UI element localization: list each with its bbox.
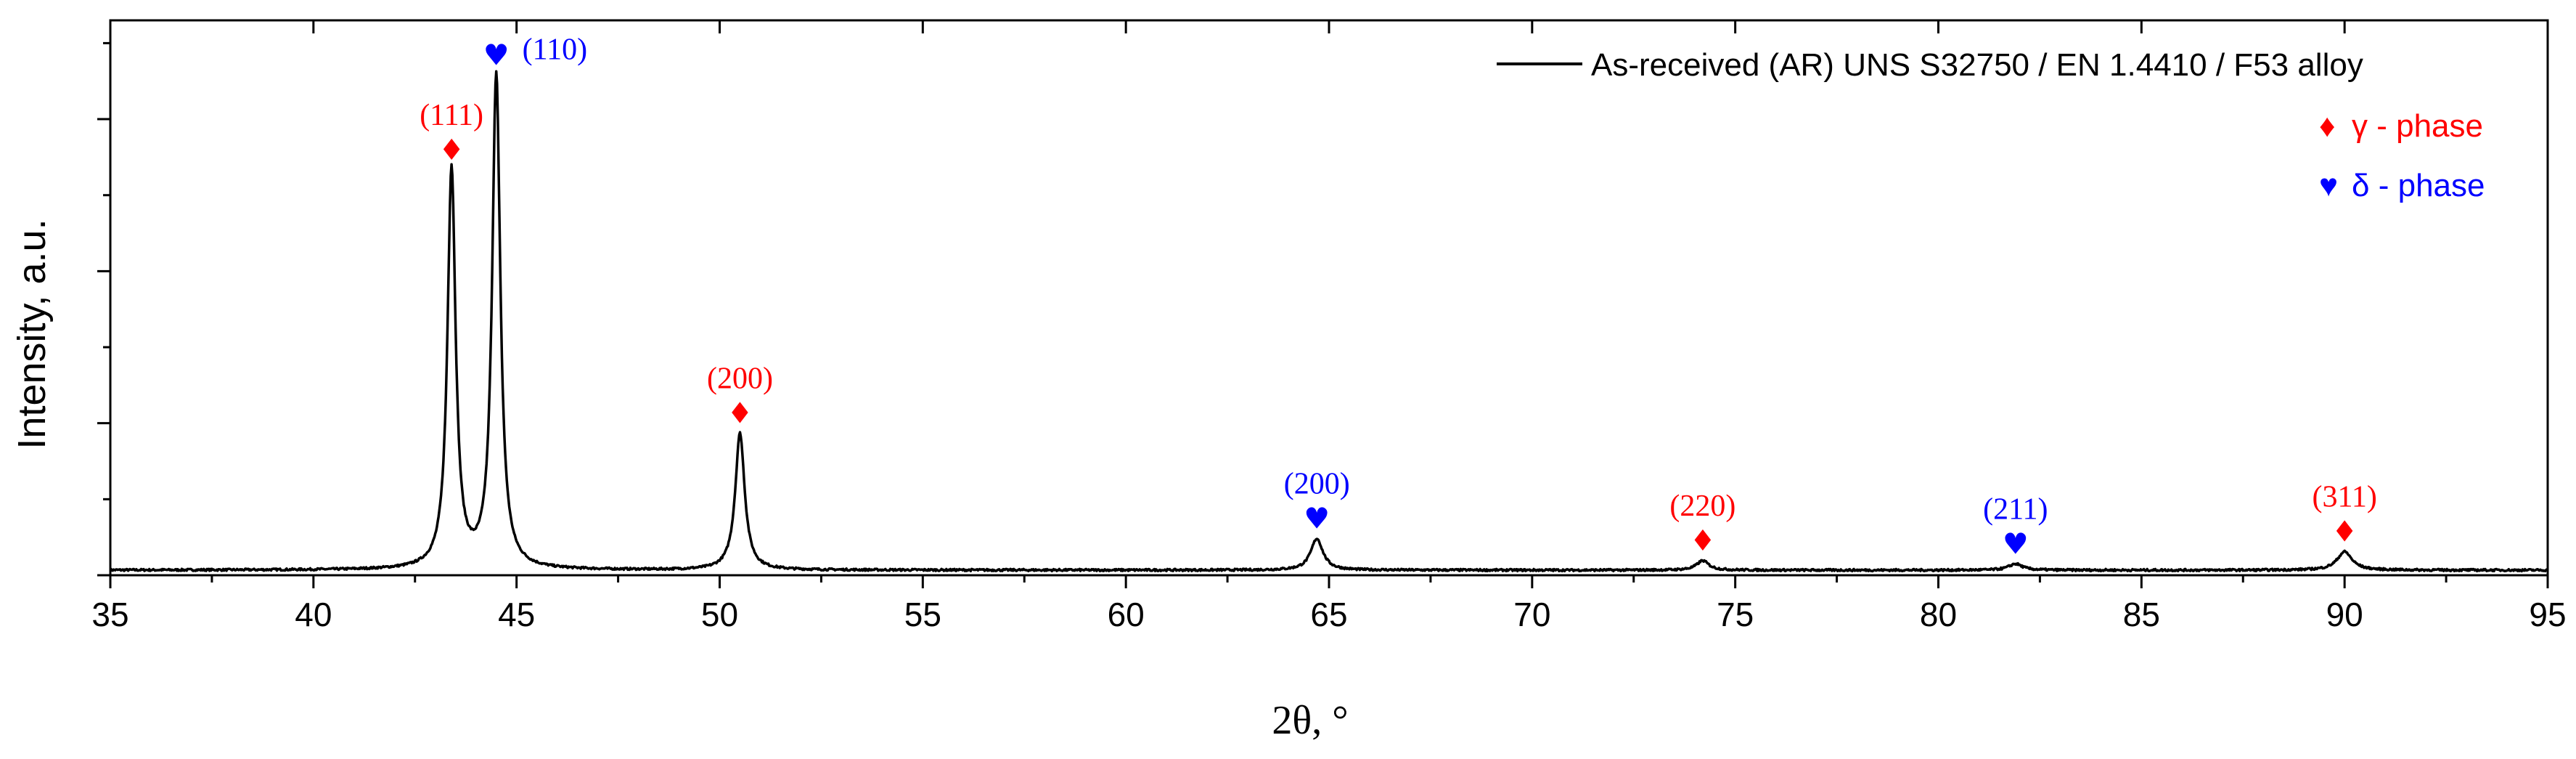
x-axis-ticks: 35 40 45 50 55 60 65 70 75 80 85 90 95	[91, 20, 2567, 633]
y-axis-title: Intensity, a.u.	[10, 219, 54, 449]
x-tick-label: 65	[1310, 596, 1347, 633]
y-axis-ticks	[97, 41, 110, 577]
x-tick-label: 75	[1717, 596, 1754, 633]
gamma-peak-marker-icon: ♦	[1690, 524, 1716, 558]
x-tick-label: 55	[904, 596, 941, 633]
series-line-ar-alloy	[109, 70, 2549, 573]
delta-peak-marker-icon: ♥	[1304, 503, 1330, 536]
x-tick-label: 60	[1108, 596, 1145, 633]
x-tick-label: 90	[2326, 596, 2363, 633]
legend-line-label: As-received (AR) UNS S32750 / EN 1.4410 …	[1591, 47, 2363, 83]
peak-annotations: ♦(111)♥ (110)♦(200)♥(200)♦(220)♥(211)♦(31…	[420, 33, 2377, 561]
x-tick-label: 95	[2529, 596, 2566, 633]
x-tick-label: 70	[1513, 596, 1550, 633]
gamma-peak-label: (311)	[2312, 481, 2376, 514]
delta-peak-marker-icon: ♥	[483, 39, 510, 73]
x-tick-label: 85	[2123, 596, 2160, 633]
gamma-peak-marker-icon: ♦	[727, 397, 753, 431]
gamma-peak-marker-icon: ♦	[438, 134, 465, 167]
x-axis-title: 2θ, °	[1272, 698, 1348, 743]
legend-gamma-label: γ - phase	[2352, 108, 2483, 144]
delta-peak-marker-icon: ♥	[2003, 527, 2029, 561]
legend-delta-symbol: ♥	[2319, 168, 2338, 203]
gamma-peak-label: (111)	[420, 99, 483, 132]
delta-peak-label: (200)	[1284, 468, 1350, 501]
x-tick-label: 50	[701, 596, 738, 633]
delta-peak-label: (211)	[1983, 492, 2048, 526]
x-tick-label: 45	[498, 596, 535, 633]
gamma-peak-label: (200)	[707, 362, 773, 396]
legend-delta-label: δ - phase	[2352, 168, 2485, 203]
x-tick-label: 80	[1920, 596, 1957, 633]
gamma-peak-marker-icon: ♦	[2331, 516, 2358, 549]
legend: As-received (AR) UNS S32750 / EN 1.4410 …	[1497, 47, 2485, 203]
legend-gamma-symbol: ♦	[2319, 108, 2335, 144]
delta-peak-label: (110)	[523, 33, 587, 67]
x-tick-label: 35	[91, 596, 128, 633]
x-tick-label: 40	[295, 596, 332, 633]
gamma-peak-label: (220)	[1669, 490, 1735, 523]
